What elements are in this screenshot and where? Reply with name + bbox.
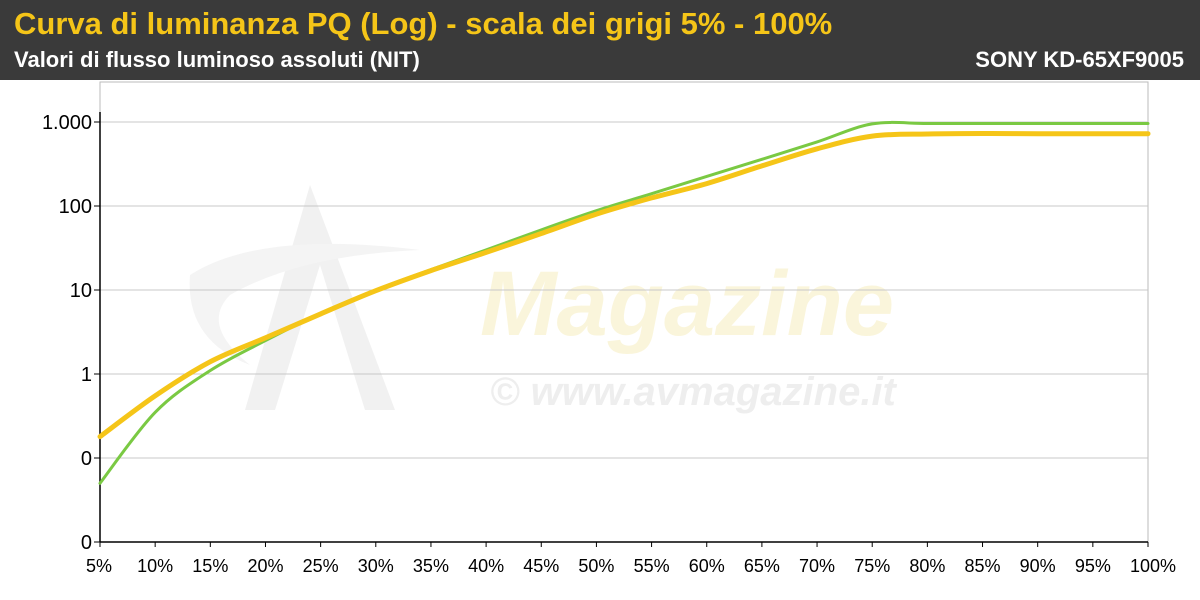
- x-tick-label: 85%: [965, 556, 1001, 576]
- series-line-1: [98, 120, 1150, 485]
- y-tick-label: 0: [81, 448, 92, 470]
- y-tick-label: 1: [81, 364, 92, 386]
- x-tick-label: 70%: [799, 556, 835, 576]
- y-axis: 0 0 1 10 100 1.000: [42, 112, 101, 554]
- x-tick-label: 30%: [358, 556, 394, 576]
- y-tick-label: 100: [59, 196, 92, 218]
- watermark-url: © www.avmagazine.it: [490, 370, 898, 414]
- x-tick-label: 75%: [854, 556, 890, 576]
- chart-header: Curva di luminanza PQ (Log) - scala dei …: [0, 0, 1200, 80]
- x-tick-label: 10%: [137, 556, 173, 576]
- x-tick-label: 5%: [86, 556, 112, 576]
- x-tick-label: 65%: [744, 556, 780, 576]
- series-lines: [97, 120, 1151, 485]
- x-tick-label: 55%: [634, 556, 670, 576]
- x-tick-label: 20%: [247, 556, 283, 576]
- x-tick-label: 50%: [578, 556, 614, 576]
- x-tick-label: 25%: [303, 556, 339, 576]
- watermark-swoosh-icon: [189, 243, 420, 365]
- chart-subtitle: Valori di flusso luminoso assoluti (NIT): [14, 47, 420, 72]
- x-tick-label: 80%: [909, 556, 945, 576]
- watermark-brand: Magazine: [480, 253, 894, 355]
- x-tick-label: 15%: [192, 556, 228, 576]
- avmagazine-watermark: Magazine © www.avmagazine.it: [189, 185, 898, 414]
- luminance-chart: Magazine © www.avmagazine.it 0 0 1 10 100 1.0…: [42, 81, 1176, 576]
- chart-title: Curva di luminanza PQ (Log) - scala dei …: [14, 6, 833, 41]
- y-tick-label: 10: [70, 280, 92, 302]
- watermark-logo-icon: [245, 185, 395, 410]
- x-tick-label: 35%: [413, 556, 449, 576]
- x-tick-label: 60%: [689, 556, 725, 576]
- tv-model-label: SONY KD-65XF9005: [975, 47, 1184, 72]
- x-tick-label: 40%: [468, 556, 504, 576]
- x-tick-label: 100%: [1130, 556, 1176, 576]
- x-axis: 5% 10% 15% 20% 25% 30% 35% 40% 45% 50% 55% 60% 65% 70…: [86, 541, 1176, 576]
- x-tick-label: 95%: [1075, 556, 1111, 576]
- y-tick-label: 1.000: [42, 112, 92, 134]
- x-tick-label: 90%: [1020, 556, 1056, 576]
- series-line-2: [97, 130, 1151, 440]
- x-tick-label: 45%: [523, 556, 559, 576]
- y-tick-label: 0: [81, 532, 92, 554]
